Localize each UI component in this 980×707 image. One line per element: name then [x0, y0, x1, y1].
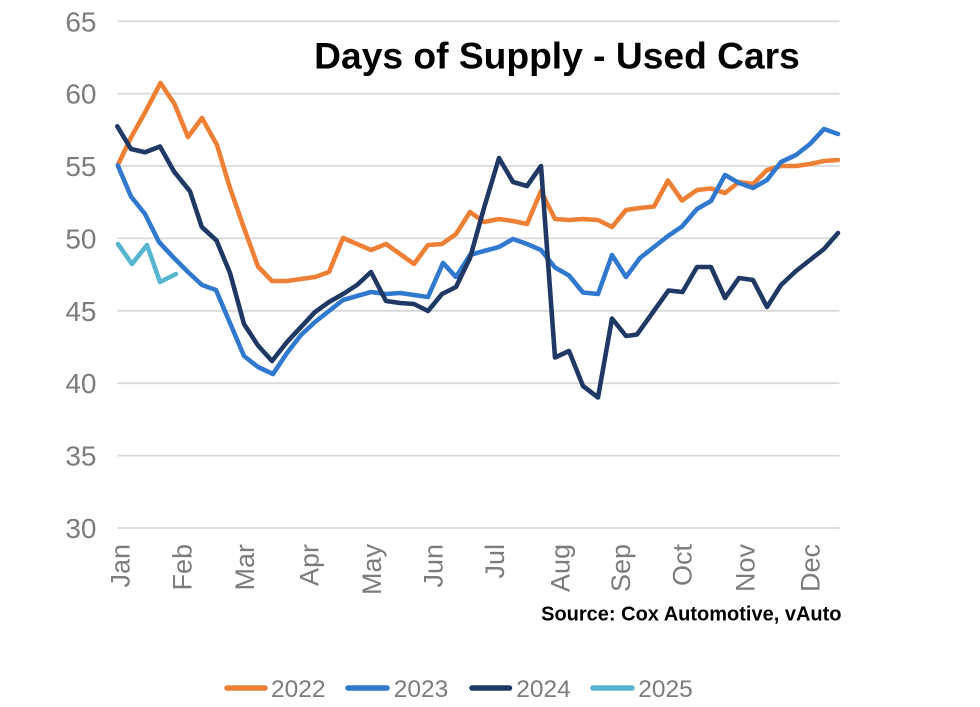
svg-text:Aug: Aug [546, 544, 576, 592]
svg-text:60: 60 [65, 79, 96, 110]
svg-text:May: May [357, 544, 387, 596]
svg-text:30: 30 [65, 513, 96, 544]
svg-text:Days of Supply - Used Cars: Days of Supply - Used Cars [314, 35, 800, 77]
svg-text:35: 35 [65, 441, 96, 472]
svg-text:Source: Cox Automotive, vAuto: Source: Cox Automotive, vAuto [541, 604, 841, 626]
svg-text:Jun: Jun [418, 544, 448, 588]
svg-text:55: 55 [65, 151, 96, 182]
svg-text:2023: 2023 [394, 676, 449, 703]
svg-text:50: 50 [65, 223, 96, 254]
svg-text:Sep: Sep [606, 544, 636, 592]
svg-text:45: 45 [65, 296, 96, 327]
svg-text:2024: 2024 [516, 676, 571, 703]
svg-text:2025: 2025 [638, 676, 693, 703]
svg-text:Apr: Apr [294, 544, 324, 586]
svg-text:65: 65 [65, 6, 96, 37]
svg-text:Jan: Jan [105, 544, 135, 588]
svg-text:Mar: Mar [230, 544, 260, 591]
svg-text:Jul: Jul [480, 544, 510, 579]
svg-text:Oct: Oct [668, 544, 698, 587]
svg-text:Nov: Nov [731, 544, 761, 593]
svg-text:2022: 2022 [271, 676, 326, 703]
svg-text:Dec: Dec [796, 544, 826, 592]
svg-text:Feb: Feb [167, 544, 197, 591]
svg-text:40: 40 [65, 368, 96, 399]
